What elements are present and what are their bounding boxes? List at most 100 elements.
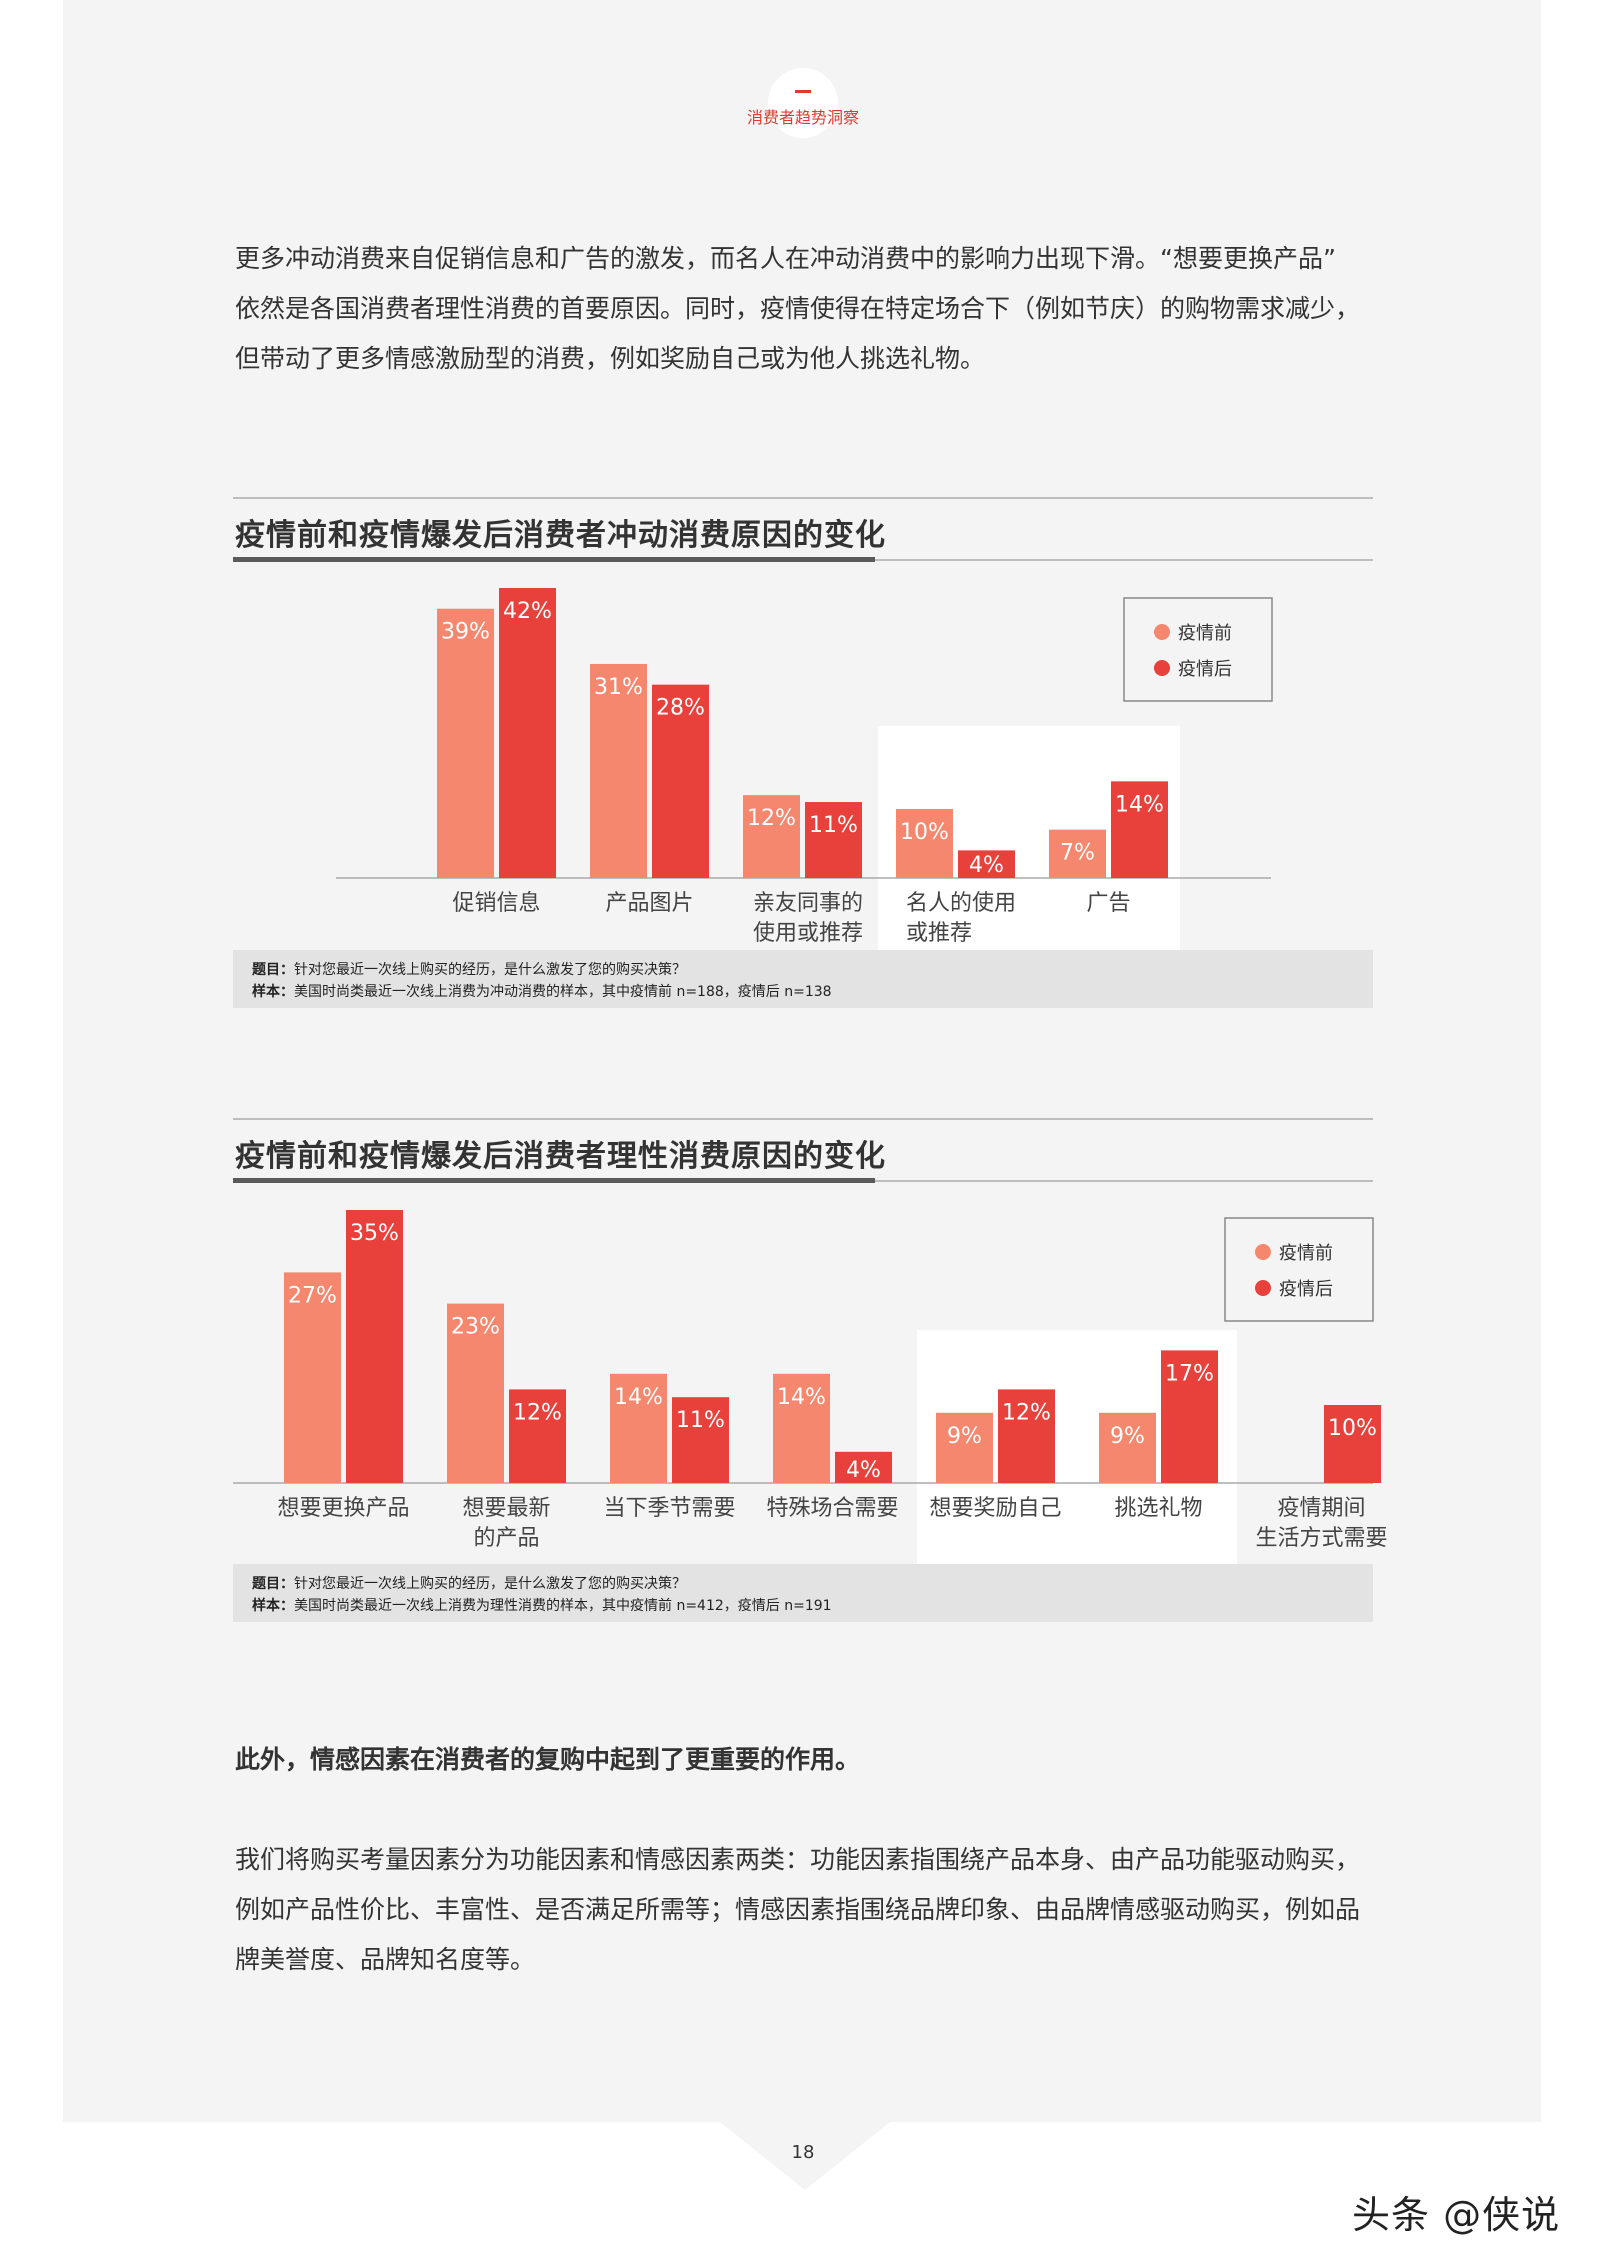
chart1-title: 疫情前和疫情爆发后消费者冲动消费原因的变化: [235, 518, 886, 553]
category-label: 产品图片: [605, 891, 693, 916]
category-label: 或推荐: [906, 921, 972, 946]
report-page: [63, 0, 1541, 2122]
page-number: 18: [791, 2142, 815, 2163]
bar-value-label: 31%: [594, 675, 643, 700]
bar-value-label: 10%: [900, 820, 949, 845]
bar: [437, 608, 494, 878]
bar-value-label: 9%: [947, 1424, 982, 1449]
chart2-note-question-label: 题目：: [252, 1576, 294, 1592]
legend-box: [1224, 1217, 1374, 1322]
bar-value-label: 11%: [809, 813, 858, 838]
bar-value-label: 12%: [747, 806, 796, 831]
category-label: 想要奖励自己: [929, 1496, 1061, 1521]
chart2-top-rule: [233, 1118, 1373, 1120]
bar: [896, 808, 953, 878]
category-label: 使用或推荐: [753, 921, 863, 946]
bar: [936, 1412, 993, 1483]
chart1-top-rule: [233, 497, 1373, 499]
header-badge: [768, 68, 838, 138]
bar-value-label: 9%: [1110, 1424, 1145, 1449]
intro-paragraph: 更多冲动消费来自促销信息和广告的激发，而名人在冲动消费中的影响力出现下滑。“想要…: [235, 234, 1375, 384]
bar: [1049, 829, 1106, 878]
bar: [447, 1303, 504, 1483]
body-paragraph: 我们将购买考量因素分为功能因素和情感因素两类：功能因素指围绕产品本身、由产品功能…: [235, 1835, 1375, 1985]
bar: [499, 588, 556, 878]
bar: [1324, 1405, 1381, 1483]
bar: [1111, 781, 1168, 878]
bar: [805, 802, 862, 878]
chart1-note-question-label: 题目：: [252, 962, 294, 978]
intro-line: 但带动了更多情感激励型的消费，例如奖励自己或为他人挑选礼物。: [235, 344, 986, 373]
chart1-note-sample: 样本：美国时尚类最近一次线上消费为冲动消费的样本，其中疫情前 n=188，疫情后…: [252, 981, 832, 1001]
bar: [998, 1389, 1055, 1483]
chart1-note-question-text: 针对您最近一次线上购买的经历，是什么激发了您的购买决策？: [294, 962, 686, 978]
bar: [346, 1210, 403, 1483]
category-label: 的产品: [473, 1526, 539, 1551]
bar-value-label: 12%: [513, 1400, 562, 1425]
category-label: 挑选礼物: [1114, 1496, 1202, 1521]
chart2-note-question-text: 针对您最近一次线上购买的经历，是什么激发了您的购买决策？: [294, 1576, 686, 1592]
bar: [743, 795, 800, 878]
emphasis-line: 此外，情感因素在消费者的复购中起到了更重要的作用。: [235, 1745, 861, 1774]
category-label: 促销信息: [452, 891, 540, 916]
bar: [835, 1451, 892, 1483]
bar-value-label: 23%: [451, 1315, 500, 1340]
bar-value-label: 4%: [846, 1458, 881, 1483]
legend-swatch: [1255, 1280, 1271, 1296]
legend-swatch: [1154, 624, 1170, 640]
bar-value-label: 7%: [1060, 841, 1095, 866]
bar-value-label: 14%: [777, 1385, 826, 1410]
bar-value-label: 10%: [1328, 1416, 1377, 1441]
bar-value-label: 42%: [503, 599, 552, 624]
chart2-title-underline: [233, 1178, 875, 1183]
header-badge-dash: [795, 90, 811, 93]
bar: [672, 1397, 729, 1483]
chart2-note-sample-label: 样本：: [252, 1598, 294, 1614]
category-label: 特殊场合需要: [766, 1496, 898, 1521]
intro-line: 更多冲动消费来自促销信息和广告的激发，而名人在冲动消费中的影响力出现下滑。“想要…: [235, 244, 1336, 273]
bar-value-label: 27%: [288, 1283, 337, 1308]
category-label: 名人的使用: [906, 891, 1016, 916]
chart1-note-sample-label: 样本：: [252, 984, 294, 1000]
bar-value-label: 17%: [1165, 1361, 1214, 1386]
category-label: 想要最新: [462, 1496, 550, 1521]
legend-swatch: [1255, 1244, 1271, 1260]
legend-label: 疫情后: [1279, 1279, 1333, 1300]
chart1-note-box: [233, 950, 1373, 1008]
category-label: 疫情期间: [1277, 1496, 1365, 1521]
legend-box: [1123, 597, 1273, 702]
category-label: 想要更换产品: [277, 1496, 409, 1521]
bar: [284, 1272, 341, 1483]
chart2-note-sample: 样本：美国时尚类最近一次线上消费为理性消费的样本，其中疫情前 n=412，疫情后…: [252, 1595, 832, 1615]
bar-value-label: 11%: [676, 1408, 725, 1433]
bar: [652, 684, 709, 878]
bar: [773, 1373, 830, 1483]
chart1-note-question: 题目：针对您最近一次线上购买的经历，是什么激发了您的购买决策？: [252, 959, 686, 979]
bar-value-label: 14%: [614, 1385, 663, 1410]
bar: [610, 1373, 667, 1483]
watermark: 头条 @侠说: [1352, 2193, 1561, 2237]
chart2-note-question: 题目：针对您最近一次线上购买的经历，是什么激发了您的购买决策？: [252, 1573, 686, 1593]
bar-value-label: 4%: [969, 853, 1004, 878]
body-line: 例如产品性价比、丰富性、是否满足所需等；情感因素指围绕品牌印象、由品牌情感驱动购…: [235, 1895, 1361, 1924]
intro-line: 依然是各国消费者理性消费的首要原因。同时，疫情使得在特定场合下（例如节庆）的购物…: [235, 294, 1361, 323]
category-label: 广告: [1086, 891, 1130, 916]
bar-value-label: 39%: [441, 620, 490, 645]
bar-value-label: 35%: [350, 1221, 399, 1246]
page-tab: [720, 2122, 890, 2190]
body-line: 我们将购买考量因素分为功能因素和情感因素两类：功能因素指围绕产品本身、由产品功能…: [235, 1845, 1361, 1874]
bar: [1161, 1350, 1218, 1483]
category-label: 当下季节需要: [603, 1496, 735, 1521]
bar: [590, 663, 647, 878]
legend-swatch: [1154, 660, 1170, 676]
chart2-note-box: [233, 1564, 1373, 1622]
chart2-title: 疫情前和疫情爆发后消费者理性消费原因的变化: [235, 1139, 886, 1174]
category-label: 亲友同事的: [753, 891, 863, 916]
bar-value-label: 14%: [1115, 792, 1164, 817]
chart1-title-underline: [233, 557, 875, 562]
bar: [1099, 1412, 1156, 1483]
category-label: 生活方式需要: [1255, 1526, 1387, 1551]
chart1-note-sample-text: 美国时尚类最近一次线上消费为冲动消费的样本，其中疫情前 n=188，疫情后 n=…: [294, 984, 832, 1000]
